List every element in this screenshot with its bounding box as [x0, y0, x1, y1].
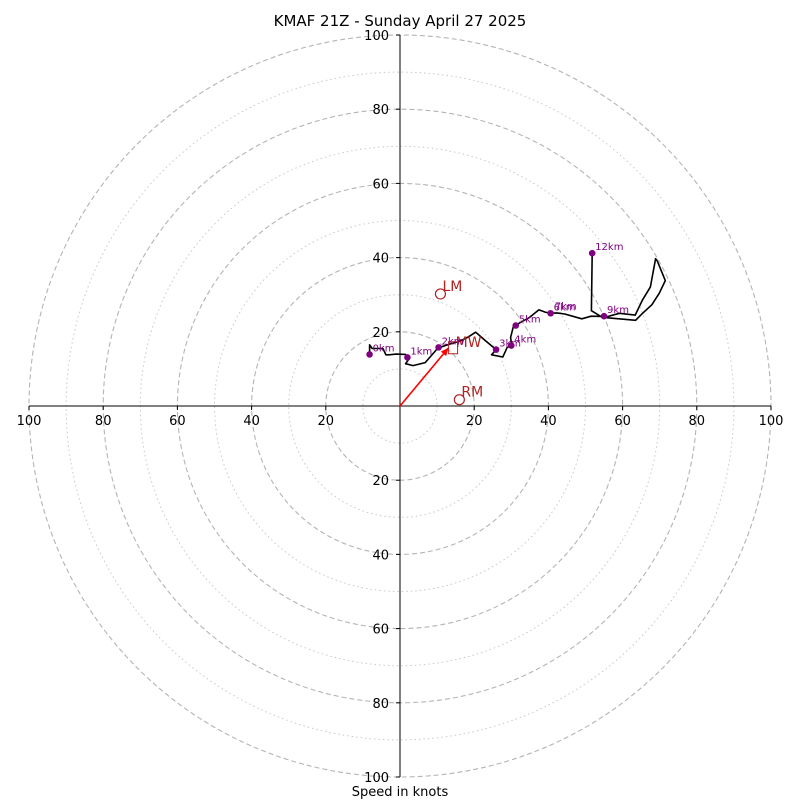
- height-marker: [366, 351, 373, 358]
- height-label: 5km: [519, 314, 541, 325]
- height-label: 9km: [607, 305, 629, 316]
- height-marker: [508, 342, 515, 349]
- y-tick-label: 20: [372, 326, 389, 341]
- x-axis-label: Speed in knots: [352, 785, 449, 800]
- height-label: 7km: [555, 302, 577, 313]
- height-label: 12km: [595, 242, 623, 253]
- y-tick-label: 60: [372, 623, 389, 638]
- height-marker: [588, 249, 596, 257]
- y-tick-label: 40: [372, 252, 389, 267]
- height-marker: [404, 354, 411, 361]
- y-tick-label: 100: [364, 771, 389, 786]
- mean-wind-arrowhead: [440, 347, 449, 357]
- height-label: 0km: [373, 343, 395, 354]
- height-marker: [600, 312, 608, 320]
- height-label: 4km: [514, 335, 536, 346]
- x-tick-label: 20: [318, 414, 335, 429]
- storm-motion-label: RM: [461, 385, 483, 401]
- y-tick-label: 80: [372, 103, 389, 118]
- storm-motion-label: LM: [442, 279, 462, 295]
- x-tick-label: 60: [169, 414, 186, 429]
- mean-wind-label: MW: [456, 335, 482, 351]
- height-label: 6km: [554, 302, 576, 313]
- y-tick-label: 40: [372, 548, 389, 563]
- x-tick-label: 60: [614, 414, 631, 429]
- height-label: 1km: [410, 346, 432, 357]
- x-tick-label: 100: [17, 414, 42, 429]
- height-label: 2km: [442, 336, 464, 347]
- x-tick-label: 80: [689, 414, 706, 429]
- storm-motion-marker: [453, 394, 465, 406]
- height-markers: 0km1km2km3km4km5km6km9km12km7km: [366, 242, 629, 361]
- height-marker: [547, 309, 554, 317]
- y-tick-label: 80: [372, 697, 389, 712]
- x-tick-label: 100: [759, 414, 784, 429]
- height-marker: [492, 346, 500, 353]
- height-marker: [512, 322, 520, 329]
- hodograph-series: MW: [368, 253, 667, 407]
- storm-motion-marker: [434, 288, 447, 300]
- y-tick-label: 100: [364, 29, 389, 44]
- x-tick-label: 20: [466, 414, 483, 429]
- y-tick-label: 20: [372, 474, 389, 489]
- y-tick-label: 60: [372, 177, 389, 192]
- storm-motions: LM RM: [434, 279, 483, 406]
- x-tick-label: 40: [243, 414, 260, 429]
- chart-title: KMAF 21Z - Sunday April 27 2025: [274, 12, 527, 30]
- mean-wind-arrow: [399, 347, 450, 407]
- tick-labels: 100 80 60 40 20 20 40 60 80 100 100 80 60 40 20 20 40 60 8…: [17, 29, 784, 786]
- mean-wind-box: [448, 341, 459, 355]
- height-marker: [435, 344, 442, 351]
- x-tick-label: 80: [95, 414, 112, 429]
- x-tick-label: 40: [540, 414, 557, 429]
